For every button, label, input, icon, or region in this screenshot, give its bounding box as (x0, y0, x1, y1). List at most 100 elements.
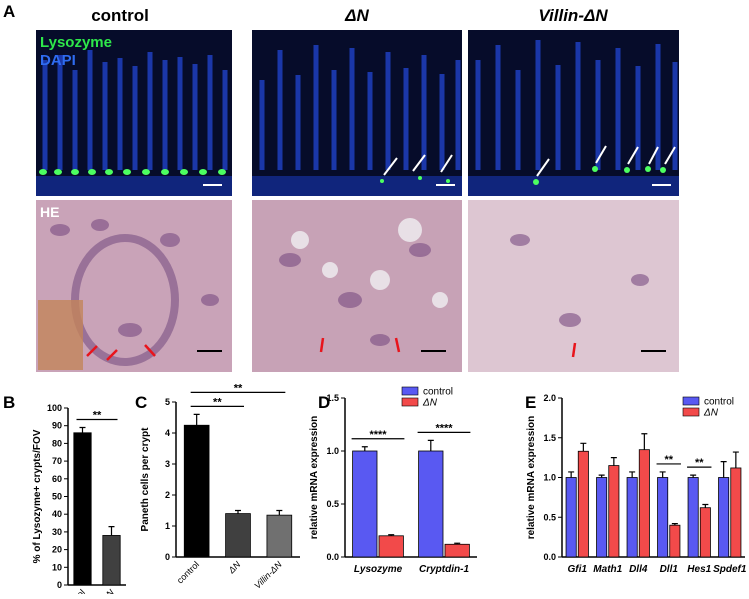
error-bar (610, 457, 617, 466)
bar (626, 477, 638, 558)
y-tick-label: 1.5 (326, 393, 339, 403)
error-bar (580, 442, 587, 452)
significance-label: ** (93, 409, 102, 421)
panel-label: C (135, 393, 147, 412)
y-axis-label: relative mRNA expression (526, 416, 537, 540)
image-villin-if (468, 30, 679, 196)
bar (225, 513, 251, 558)
y-tick-label: 100 (47, 403, 62, 413)
y-tick-label: 2.0 (543, 393, 556, 403)
x-tick-label: Villin-ΔN (252, 559, 284, 591)
x-tick-label: Hes1 (687, 564, 711, 575)
y-tick-label: 0 (165, 552, 170, 562)
y-tick-label: 1 (165, 521, 170, 531)
panel-label: B (3, 393, 15, 412)
stain-label: HE (40, 204, 59, 220)
bar (266, 514, 293, 558)
legend-label: ΔN (703, 408, 719, 419)
significance-label: **** (435, 422, 453, 434)
error-bar (79, 426, 86, 433)
y-tick-label: 90 (52, 421, 62, 431)
error-bar (193, 413, 200, 426)
y-tick-label: 80 (52, 438, 62, 448)
x-tick-label: Lysozyme (354, 564, 403, 575)
column-title: control (91, 6, 149, 25)
error-bar (690, 474, 697, 478)
bar (183, 424, 210, 558)
legend-label: control (423, 387, 453, 398)
y-axis-label: % of Lysozyme+ crypts/FOV (32, 429, 43, 563)
x-tick-label: Dll1 (660, 564, 679, 575)
bar (577, 450, 589, 558)
bar (687, 477, 699, 558)
bar (730, 467, 742, 558)
error-bar (659, 471, 666, 478)
y-tick-label: 10 (52, 562, 62, 572)
bar (352, 450, 378, 558)
x-tick-label: Dll4 (629, 564, 648, 575)
panel-label: D (318, 393, 330, 412)
y-tick-label: 2 (165, 490, 170, 500)
y-tick-label: 3 (165, 459, 170, 469)
error-bar (629, 471, 636, 478)
y-tick-label: 0.5 (543, 512, 556, 522)
bar (418, 450, 444, 558)
x-tick-label: Spdef1 (713, 564, 747, 575)
y-tick-label: 1.0 (543, 473, 556, 483)
y-tick-label: 40 (52, 509, 62, 519)
error-bar (235, 509, 241, 514)
bar (699, 507, 711, 558)
stain-label: DAPI (40, 52, 76, 69)
legend-swatch (401, 397, 419, 407)
significance-label: **** (369, 429, 387, 441)
error-bar (598, 474, 605, 478)
error-bar (276, 509, 283, 516)
error-bar (702, 503, 709, 508)
image-dn-if (252, 30, 462, 196)
error-bar (641, 433, 648, 450)
y-tick-label: 0 (57, 580, 62, 590)
bar (718, 477, 730, 558)
y-tick-label: 60 (52, 474, 62, 484)
x-tick-label: ΔN (99, 587, 116, 594)
x-tick-label: control (61, 587, 87, 594)
significance-label: ** (664, 454, 673, 466)
significance-label: ** (213, 396, 222, 408)
y-axis-label: relative mRNA expression (309, 416, 320, 540)
y-tick-label: 20 (52, 545, 62, 555)
x-tick-label: Cryptdin-1 (419, 564, 469, 575)
error-bar (671, 523, 678, 526)
error-bar (388, 534, 395, 536)
legend-swatch (401, 386, 419, 396)
image-villin-he (468, 200, 679, 372)
y-tick-label: 5 (165, 397, 170, 407)
bar (102, 535, 121, 586)
y-tick-label: 0.0 (543, 552, 556, 562)
bar (657, 477, 669, 558)
error-bar (427, 439, 434, 451)
legend-swatch (682, 396, 700, 406)
legend-swatch (682, 407, 700, 417)
bar (565, 477, 577, 558)
significance-label: ** (234, 382, 243, 394)
legend-label: ΔN (422, 398, 438, 409)
y-tick-label: 4 (165, 428, 170, 438)
error-bar (361, 446, 368, 451)
legend-label: control (704, 397, 734, 408)
bar (444, 543, 470, 558)
panel-label: E (525, 393, 536, 412)
error-bar (108, 525, 115, 536)
image-dn-he (252, 200, 462, 372)
x-tick-label: ΔN (226, 559, 243, 576)
bar (596, 477, 608, 558)
error-bar (454, 542, 461, 545)
y-tick-label: 0.5 (326, 499, 339, 509)
x-tick-label: Math1 (593, 564, 622, 575)
column-title: Villin-ΔN (538, 6, 608, 25)
he-images (36, 200, 679, 372)
y-tick-label: 70 (52, 456, 62, 466)
fluorescence-images (36, 30, 679, 196)
error-bar (568, 471, 575, 478)
x-tick-label: control (175, 559, 201, 585)
